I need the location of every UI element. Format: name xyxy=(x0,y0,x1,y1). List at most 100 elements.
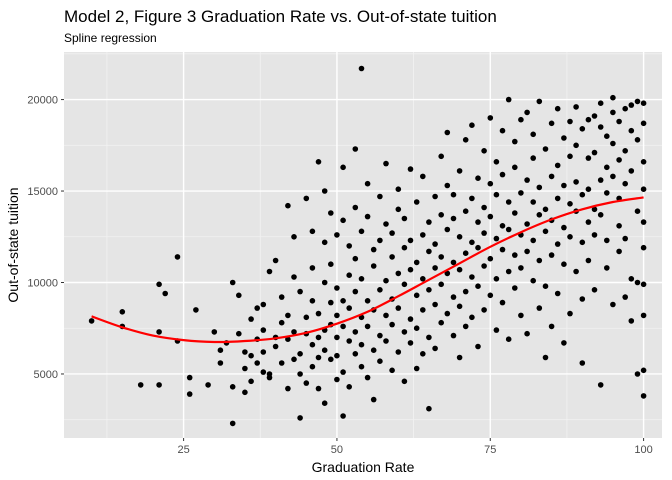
data-point xyxy=(383,312,389,319)
data-point xyxy=(315,354,322,361)
data-point xyxy=(346,243,353,249)
data-point xyxy=(242,365,248,372)
data-point xyxy=(413,199,420,205)
data-point xyxy=(505,336,512,343)
data-point xyxy=(266,371,273,377)
data-point xyxy=(548,173,555,180)
data-point xyxy=(438,319,445,326)
data-point xyxy=(377,332,383,339)
data-point xyxy=(554,241,561,247)
data-point xyxy=(389,321,395,328)
data-point xyxy=(469,274,475,280)
data-point xyxy=(450,332,457,339)
data-point xyxy=(542,146,549,152)
data-point xyxy=(321,400,328,407)
data-point xyxy=(640,120,647,127)
data-point xyxy=(542,283,549,290)
data-point xyxy=(407,340,414,346)
data-point xyxy=(407,266,414,273)
data-point xyxy=(597,124,604,130)
chart-title: Model 2, Figure 3 Graduation Rate vs. Ou… xyxy=(64,7,497,26)
data-point xyxy=(444,270,451,277)
data-point xyxy=(462,288,469,295)
data-point xyxy=(518,265,524,271)
data-point xyxy=(315,159,322,165)
data-point xyxy=(328,356,334,363)
data-point xyxy=(334,334,340,341)
data-point xyxy=(475,244,481,251)
data-point xyxy=(383,277,389,284)
data-point xyxy=(604,164,610,171)
data-point xyxy=(530,155,536,161)
data-point xyxy=(597,177,604,183)
data-point xyxy=(616,157,622,163)
data-point xyxy=(395,270,402,277)
data-point xyxy=(499,246,506,253)
data-point xyxy=(634,279,641,286)
data-point xyxy=(512,252,518,258)
data-point xyxy=(524,221,530,227)
data-point xyxy=(536,98,543,105)
data-point xyxy=(561,135,567,141)
data-point xyxy=(604,133,610,139)
data-point xyxy=(413,259,420,266)
data-point xyxy=(285,202,291,209)
data-point xyxy=(640,312,647,319)
data-point xyxy=(530,131,536,138)
data-point xyxy=(377,358,383,365)
data-point xyxy=(579,126,586,132)
data-point xyxy=(487,115,494,121)
data-point xyxy=(536,184,543,191)
y-axis-ticks: 5000 10000 15000 20000 xyxy=(27,95,64,381)
data-point xyxy=(229,420,236,427)
data-point xyxy=(524,177,530,183)
data-point xyxy=(119,309,126,315)
data-point xyxy=(597,100,604,106)
plot-panel xyxy=(64,52,662,438)
data-point xyxy=(579,296,586,302)
data-point xyxy=(321,239,328,246)
data-point xyxy=(640,367,647,374)
data-point xyxy=(481,148,487,154)
data-point xyxy=(456,234,463,240)
data-point xyxy=(518,116,524,123)
data-point xyxy=(426,334,432,341)
data-point xyxy=(469,239,475,246)
x-tick-label: 100 xyxy=(634,444,652,456)
x-tick-label: 75 xyxy=(484,444,496,456)
data-point xyxy=(291,234,297,240)
x-tick-label: 50 xyxy=(331,444,343,456)
data-point xyxy=(156,329,162,335)
data-point xyxy=(505,226,512,233)
data-point xyxy=(640,244,647,251)
data-point xyxy=(493,327,500,333)
data-point xyxy=(524,248,530,255)
data-point xyxy=(567,310,573,317)
data-point xyxy=(291,274,297,280)
data-point xyxy=(340,323,346,330)
data-point xyxy=(315,334,322,341)
data-point xyxy=(260,349,267,355)
data-point xyxy=(438,212,445,218)
data-point xyxy=(364,180,371,187)
data-point xyxy=(346,338,353,344)
data-point xyxy=(432,265,438,271)
data-point xyxy=(518,312,524,319)
data-point xyxy=(604,237,610,244)
data-point xyxy=(420,173,426,180)
data-point xyxy=(622,105,628,112)
data-point xyxy=(285,336,291,343)
data-point xyxy=(505,96,512,103)
data-point xyxy=(254,305,260,311)
data-point xyxy=(377,193,383,200)
data-point xyxy=(420,351,426,357)
data-point xyxy=(561,182,567,189)
data-point xyxy=(585,155,592,161)
data-point xyxy=(462,137,469,143)
data-point xyxy=(444,182,451,189)
data-point xyxy=(604,265,610,271)
data-point xyxy=(420,307,426,313)
data-point xyxy=(622,294,628,300)
data-point xyxy=(438,281,445,288)
data-point xyxy=(561,340,567,346)
